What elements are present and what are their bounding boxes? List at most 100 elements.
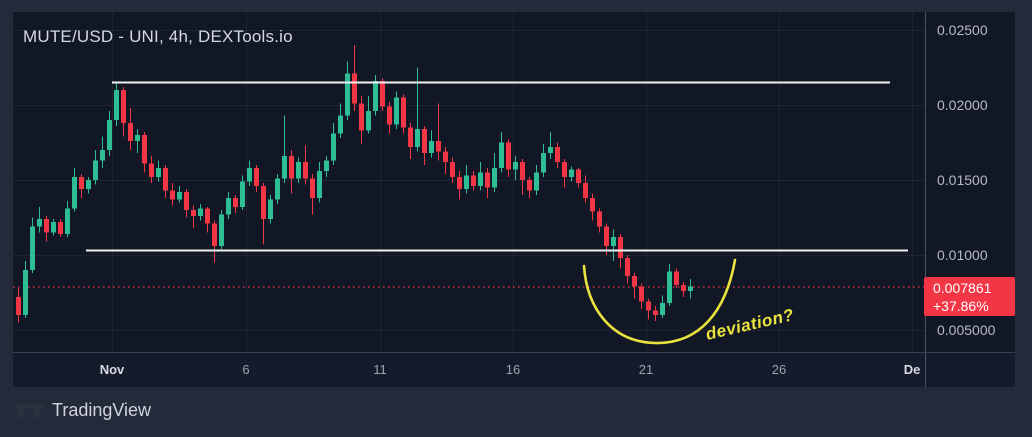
tradingview-wordmark: TradingView — [52, 400, 152, 420]
candle-body — [681, 285, 686, 291]
candle-body — [590, 198, 595, 212]
candle-body — [352, 73, 357, 104]
candle-body — [72, 177, 77, 209]
chart-widget: MUTE/USD - UNI, 4h, DEXTools.io Nov 6 11 16… — [13, 12, 1015, 387]
candle-body — [499, 142, 504, 168]
price-axis[interactable]: 0.02500 0.02000 0.01500 0.01000 0.005000 — [926, 12, 1015, 352]
candle-body — [485, 172, 490, 188]
candle-body — [541, 153, 546, 173]
candle-body — [338, 115, 343, 134]
candle-body — [275, 178, 280, 200]
candle-body — [660, 303, 665, 315]
time-axis-label: 6 — [242, 362, 250, 377]
last-price-change: +37.86% — [933, 298, 989, 314]
candle-body — [23, 270, 28, 315]
candle-body — [450, 162, 455, 177]
candle-body — [618, 237, 623, 258]
candle-body — [667, 271, 672, 303]
candle-body — [373, 81, 378, 111]
candle-body — [583, 183, 588, 198]
candle-body — [254, 168, 259, 186]
candle-body — [296, 162, 301, 179]
candle-body — [324, 160, 329, 171]
candle-body — [107, 120, 112, 150]
tradingview-logo-icon — [16, 403, 44, 418]
price-axis-label: 0.02000 — [937, 97, 988, 113]
candle-body — [163, 168, 168, 191]
candle-body — [198, 208, 203, 216]
candle-body — [226, 198, 231, 215]
time-axis-label: 16 — [505, 362, 521, 377]
candle-body — [331, 133, 336, 161]
candle-body — [170, 190, 175, 200]
candle-body — [51, 222, 56, 233]
candle-body — [177, 192, 182, 200]
candle-body — [44, 219, 49, 233]
time-axis[interactable]: Nov 6 11 16 21 26 De — [13, 353, 1015, 387]
candle-body — [268, 199, 273, 219]
candle-body — [555, 147, 560, 162]
candle-body — [604, 226, 609, 246]
time-axis-label: 26 — [771, 362, 787, 377]
candle-body — [443, 151, 448, 162]
candle-body — [205, 208, 210, 224]
price-axis-label: 0.02500 — [937, 22, 988, 38]
candle-body — [562, 162, 567, 177]
candle-body — [359, 103, 364, 131]
candle-body — [674, 271, 679, 285]
candle-body — [429, 141, 434, 153]
price-axis-label: 0.005000 — [937, 322, 996, 338]
candle-body — [58, 222, 63, 234]
candle-body — [611, 237, 616, 246]
candle-body — [653, 310, 658, 315]
last-price-badge: 0.007861 +37.86% — [924, 277, 1015, 316]
candlestick-plot[interactable] — [13, 12, 925, 352]
last-price-value: 0.007861 — [933, 280, 992, 296]
candle-body — [149, 163, 154, 177]
candle-body — [422, 129, 427, 153]
candle-body — [16, 297, 21, 315]
candle-body — [513, 162, 518, 170]
candle-body — [534, 172, 539, 191]
candle-body — [632, 276, 637, 287]
time-axis-label: Nov — [99, 362, 125, 377]
candle-body — [394, 97, 399, 125]
candle-body — [261, 186, 266, 219]
candle-body — [387, 106, 392, 125]
price-axis-separator — [925, 12, 926, 387]
candle-body — [114, 90, 119, 120]
candle-body — [79, 177, 84, 189]
candle-body — [506, 142, 511, 170]
candle-body — [156, 168, 161, 177]
candle-body — [646, 301, 651, 311]
candle-body — [184, 192, 189, 210]
candle-body — [576, 169, 581, 183]
candle-body — [478, 172, 483, 186]
candle-body — [345, 73, 350, 116]
time-axis-label: 11 — [373, 362, 387, 377]
candle-body — [317, 171, 322, 198]
candle-body — [121, 90, 126, 123]
deviation-arc[interactable] — [582, 258, 737, 345]
price-axis-label: 0.01000 — [937, 247, 988, 263]
candle-body — [520, 162, 525, 180]
candle-body — [310, 178, 315, 198]
candle-body — [247, 168, 252, 182]
tradingview-branding[interactable]: TradingView — [16, 400, 151, 421]
candle-body — [303, 162, 308, 179]
price-axis-label: 0.01500 — [937, 172, 988, 188]
candle-body — [219, 214, 224, 246]
candle-body — [457, 177, 462, 189]
time-axis-separator — [13, 352, 1015, 353]
candle-body — [569, 169, 574, 177]
candle-body — [30, 226, 35, 270]
candle-body — [415, 129, 420, 147]
candle-body — [212, 223, 217, 246]
candle-body — [597, 211, 602, 227]
candle-body — [625, 258, 630, 276]
time-axis-label: De — [903, 362, 921, 377]
candle-body — [100, 150, 105, 161]
candle-body — [135, 135, 140, 141]
candle-body — [471, 175, 476, 186]
candle-body — [233, 198, 238, 207]
